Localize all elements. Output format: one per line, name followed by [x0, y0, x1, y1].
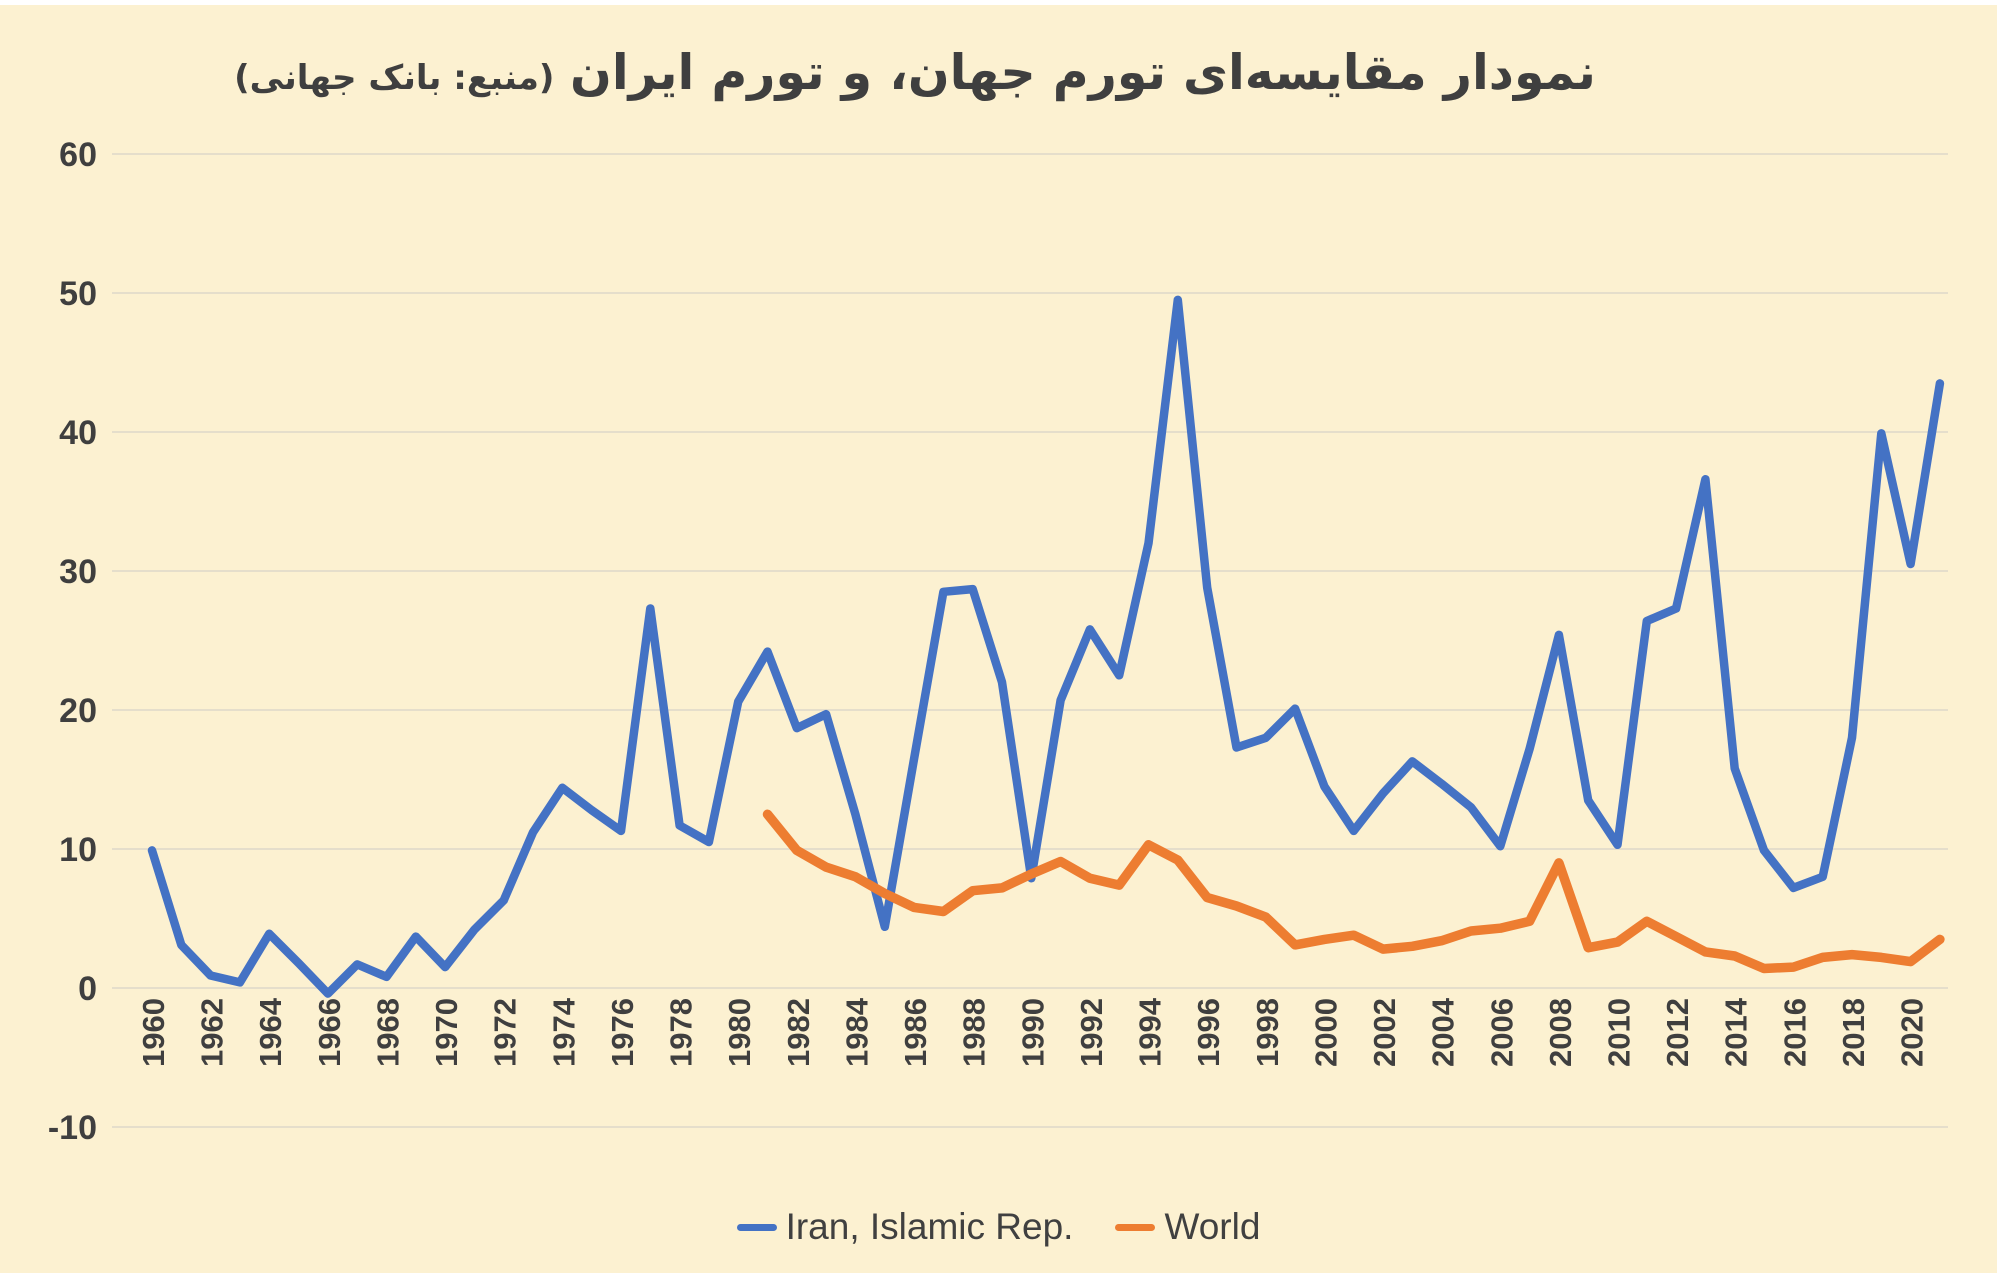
y-tick-label: 10: [59, 831, 97, 869]
chart-title-source: (منبع: بانک جهانی): [234, 58, 555, 98]
x-tick-label: 2000: [1308, 998, 1343, 1067]
x-tick-label: 1998: [1250, 998, 1285, 1067]
legend-item-iran: Iran, Islamic Rep.: [736, 1206, 1074, 1248]
x-tick-label: 1982: [781, 998, 816, 1067]
y-tick-label: 30: [59, 553, 97, 591]
legend-label-world: World: [1164, 1206, 1261, 1247]
x-tick-label: 1984: [839, 997, 874, 1067]
y-tick-label: 0: [78, 970, 97, 1008]
x-tick-label: 2004: [1426, 997, 1461, 1067]
chart-title: نمودار مقایسه‌ای تورم جهان، و تورم ایران…: [0, 44, 1830, 101]
window-top-edge: [0, 0, 1997, 5]
x-tick-label: 2018: [1836, 998, 1871, 1067]
y-tick-label: 40: [59, 414, 97, 452]
x-tick-label: 2014: [1719, 997, 1754, 1067]
legend-swatch-iran: [736, 1223, 777, 1231]
x-tick-label: 1990: [1015, 998, 1050, 1067]
x-tick-label: 1974: [546, 997, 581, 1067]
x-tick-label: 1972: [488, 998, 523, 1067]
gridlines: [112, 153, 1948, 1128]
x-tick-label: 2008: [1543, 998, 1578, 1067]
x-tick-label: 1976: [605, 998, 640, 1067]
x-tick-label: 1966: [312, 998, 347, 1067]
x-tick-label: 1996: [1191, 998, 1226, 1067]
x-tick-label: 2006: [1484, 998, 1519, 1067]
series-line-iran: [147, 295, 1945, 998]
chart-title-main: نمودار مقایسه‌ای تورم جهان، و تورم ایران: [570, 44, 1596, 101]
x-tick-label: 1968: [370, 998, 405, 1067]
x-tick-label: 1986: [898, 998, 933, 1067]
x-tick-label: 1964: [253, 997, 288, 1067]
x-tick-label: 2010: [1602, 998, 1637, 1067]
series-line-world: [762, 809, 1945, 974]
x-tick-label: 1978: [664, 998, 699, 1067]
x-tick-label: 1992: [1074, 998, 1109, 1067]
legend-swatch-world: [1115, 1223, 1156, 1231]
x-axis-labels: 1960 1962 1964 1966 1968 1970 1972 1974 1976 1978…: [136, 997, 1930, 1067]
x-tick-label: 2002: [1367, 998, 1402, 1067]
x-tick-label: 2012: [1660, 998, 1695, 1067]
legend-label-iran: Iran, Islamic Rep.: [785, 1206, 1074, 1247]
x-tick-label: 1980: [722, 998, 757, 1067]
y-tick-label: -10: [48, 1109, 97, 1147]
y-tick-label: 50: [59, 275, 97, 313]
x-tick-label: 1994: [1133, 997, 1168, 1067]
legend: Iran, Islamic Rep. World: [0, 1206, 1997, 1248]
y-tick-label: 20: [59, 692, 97, 730]
x-tick-label: 1988: [957, 998, 992, 1067]
x-tick-label: 1970: [429, 998, 464, 1067]
x-tick-label: 1962: [195, 998, 230, 1067]
legend-item-world: World: [1115, 1206, 1260, 1248]
x-tick-label: 1960: [136, 998, 171, 1067]
x-tick-label: 2020: [1895, 998, 1930, 1067]
y-tick-label: 60: [59, 136, 97, 174]
x-tick-label: 2016: [1777, 998, 1812, 1067]
y-axis-labels: 60 50 40 30 20 10 0 -10: [48, 136, 97, 1147]
